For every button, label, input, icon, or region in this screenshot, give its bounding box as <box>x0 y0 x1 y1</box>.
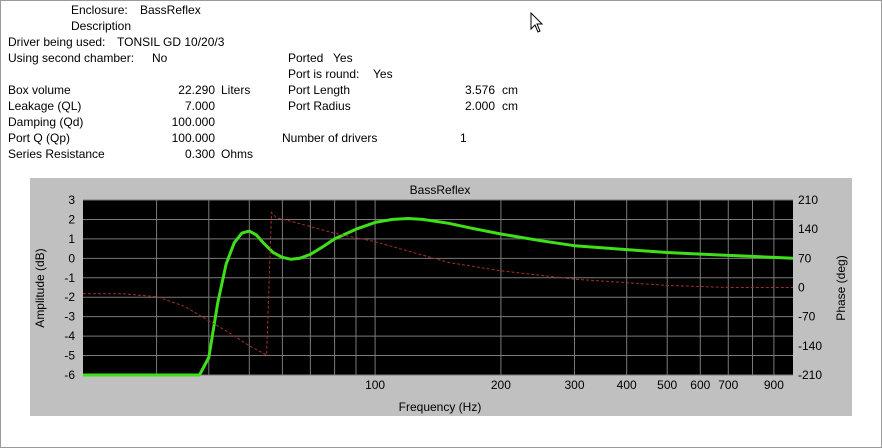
y-tick-label: -1 <box>64 271 75 285</box>
y2-tick-label: 140 <box>798 222 818 236</box>
y2-tick-label: 70 <box>798 251 812 265</box>
y2-tick-label: -70 <box>798 310 816 324</box>
enclosure-value: BassReflex <box>140 3 201 17</box>
second-chamber-value: No <box>152 51 168 65</box>
port-radius-label: Port Radius <box>288 99 351 113</box>
driver-value: TONSIL GD 10/20/3 <box>117 35 225 49</box>
plot-area <box>83 200 793 375</box>
series-resistance-label: Series Resistance <box>8 147 105 161</box>
mouse-pointer-icon <box>530 12 544 33</box>
y2-tick-label: -140 <box>798 339 822 353</box>
port-length-label: Port Length <box>288 83 351 97</box>
y-tick-label: -2 <box>64 290 75 304</box>
num-drivers-value: 1 <box>460 131 467 145</box>
x-tick-label: 400 <box>617 378 637 392</box>
port-q-value: 100.000 <box>171 131 215 145</box>
y-axis-ticks: 3 2 1 0 -1 -2 -3 -4 -5 -6 <box>64 193 75 382</box>
y-tick-label: 1 <box>68 232 75 246</box>
port-q-label: Port Q (Qp) <box>8 131 71 145</box>
grid-lines <box>83 199 793 376</box>
box-volume-label: Box volume <box>8 83 71 97</box>
port-round-label: Port is round: <box>288 67 360 81</box>
port-radius-unit: cm <box>502 99 518 113</box>
y-tick-label: -5 <box>64 349 75 363</box>
y-tick-label: 0 <box>68 251 75 265</box>
x-tick-label: 200 <box>491 378 511 392</box>
enclosure-label: Enclosure: <box>71 3 128 17</box>
num-drivers-label: Number of drivers <box>282 131 378 145</box>
port-length-unit: cm <box>502 83 518 97</box>
series-resistance-value: 0.300 <box>184 147 215 161</box>
damping-value: 100.000 <box>171 115 215 129</box>
y-tick-label: 3 <box>68 193 75 207</box>
y-tick-label: 2 <box>68 212 75 226</box>
description-label: Description <box>71 19 132 33</box>
amplitude-series-line <box>83 217 794 377</box>
leakage-label: Leakage (QL) <box>8 99 82 113</box>
port-round-value: Yes <box>373 67 393 81</box>
port-length-value: 3.576 <box>464 83 495 97</box>
x-tick-label: 700 <box>718 378 738 392</box>
x-tick-label: 900 <box>764 378 784 392</box>
driver-label: Driver being used: <box>8 35 106 49</box>
y2-axis-ticks: 210 140 70 0 -70 -140 -210 <box>798 193 822 382</box>
damping-label: Damping (Qd) <box>8 115 84 129</box>
chart-panel: BassReflex 3 2 1 0 -1 -2 -3 -4 -5 -6 210 140 70 0 -70… <box>30 178 852 416</box>
y-tick-label: -4 <box>64 329 75 343</box>
chart-title: BassReflex <box>410 183 471 197</box>
x-axis-ticks: 100 200 300 400 500 600 700 900 <box>365 378 784 392</box>
box-volume-unit: Liters <box>221 83 251 97</box>
leakage-value: 7.000 <box>184 99 215 113</box>
y-tick-label: -6 <box>64 368 75 382</box>
ported-value: Yes <box>333 51 353 65</box>
x-tick-label: 600 <box>690 378 710 392</box>
y2-tick-label: -210 <box>798 368 822 382</box>
x-axis-label: Frequency (Hz) <box>399 400 482 414</box>
x-tick-label: 500 <box>657 378 677 392</box>
y-axis-label: Amplitude (dB) <box>33 248 47 327</box>
ported-label: Ported <box>288 51 324 65</box>
second-chamber-label: Using second chamber: <box>8 51 135 65</box>
port-radius-value: 2.000 <box>464 99 495 113</box>
box-volume-value: 22.290 <box>178 83 215 97</box>
x-tick-label: 100 <box>365 378 385 392</box>
y2-tick-label: 210 <box>798 193 818 207</box>
series-resistance-unit: Ohms <box>221 147 254 161</box>
y2-axis-label: Phase (deg) <box>834 255 848 320</box>
series-group <box>83 211 794 377</box>
y-tick-label: -3 <box>64 310 75 324</box>
x-tick-label: 300 <box>564 378 584 392</box>
y2-tick-label: 0 <box>798 281 805 295</box>
